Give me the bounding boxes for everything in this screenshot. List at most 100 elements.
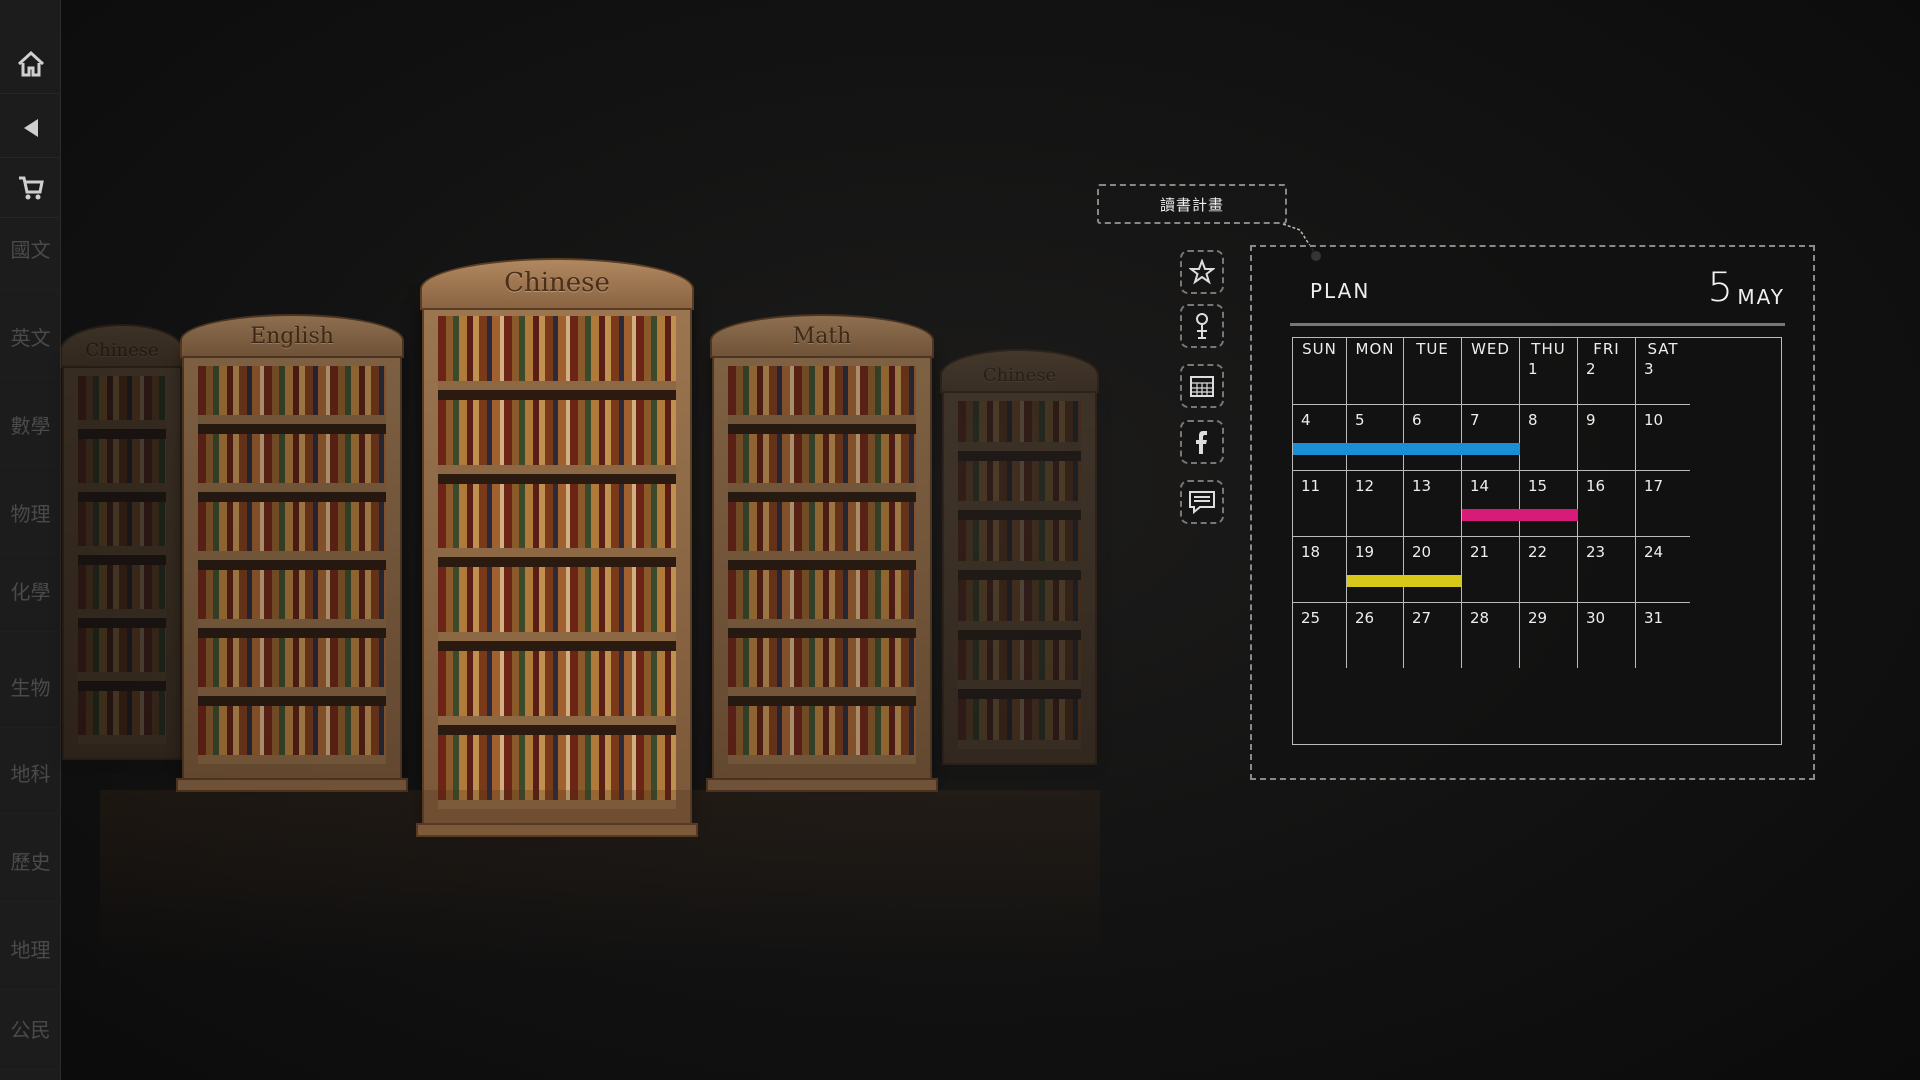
calendar-day-cell[interactable]: 21 [1462,537,1520,603]
facebook-button[interactable] [1180,420,1224,464]
study-plan-tooltip: 讀書計畫 [1097,184,1287,224]
calendar-day-cell[interactable]: 20 [1404,537,1462,603]
subject-history[interactable]: 歷史 [0,822,61,902]
bookshelf-math[interactable]: Math [706,314,938,792]
back-arrow-icon [23,118,38,137]
chat-button[interactable] [1180,480,1224,524]
date-number: 28 [1470,609,1490,627]
shelf-books [78,376,166,744]
shelf-crown [180,314,404,358]
calendar-day-cell[interactable]: 28 [1462,603,1520,668]
calendar-day-cell[interactable]: 19 [1347,537,1404,603]
subject-math[interactable]: 數學 [0,386,61,466]
header-divider [1290,323,1785,326]
calendar-day-cell[interactable]: 26 [1347,603,1404,668]
date-number: 26 [1355,609,1375,627]
calendar-day-cell[interactable]: SUN [1293,338,1347,405]
study-plan-panel: PLAN 5 MAY SUN MON TUE WED THU 1 FRI 2 SAT 3 4 5 6 7 8… [1250,245,1815,780]
subject-english[interactable]: 英文 [0,298,61,378]
date-number: 10 [1644,411,1664,429]
subject-geography[interactable]: 地理 [0,910,61,990]
calendar-day-cell[interactable]: 29 [1520,603,1578,668]
profile-button[interactable] [1180,304,1224,348]
calendar-button[interactable] [1180,364,1224,408]
bookshelf-far-right[interactable]: Chinese [940,349,1099,765]
date-number: 25 [1301,609,1321,627]
home-button[interactable] [0,34,61,94]
subject-chemistry[interactable]: 化學 [0,552,61,632]
weekday-label: SAT [1647,340,1679,358]
calendar-day-cell[interactable]: THU 1 [1520,338,1578,405]
subject-biology[interactable]: 生物 [0,648,61,728]
calendar-day-cell[interactable]: 6 [1404,405,1462,471]
calendar-day-cell[interactable]: 5 [1347,405,1404,471]
calendar-day-cell[interactable]: 31 [1636,603,1690,668]
sidebar: 國文 英文 數學 物理 化學 生物 地科 歷史 地理 公民 [0,0,61,1080]
calendar-day-cell[interactable]: 17 [1636,471,1690,537]
calendar-day-cell[interactable]: 22 [1520,537,1578,603]
calendar-day-cell[interactable]: 16 [1578,471,1636,537]
calendar-day-cell[interactable]: MON [1347,338,1404,405]
calendar-day-cell[interactable]: 15 [1520,471,1578,537]
subject-label: 國文 [10,237,51,262]
calendar-day-cell[interactable]: 24 [1636,537,1690,603]
calendar-grid: SUN MON TUE WED THU 1 FRI 2 SAT 3 4 5 6 7 8 9 10 11 12 13 14… [1292,337,1782,745]
calendar-day-cell[interactable]: 4 [1293,405,1347,471]
calendar-day-cell[interactable]: WED [1462,338,1520,405]
calendar-day-cell[interactable]: 23 [1578,537,1636,603]
date-number: 2 [1586,360,1596,378]
shelf-crown [940,349,1099,393]
subject-label: 數學 [10,413,51,438]
plan-event-bar[interactable] [1293,443,1520,455]
date-number: 12 [1355,477,1375,495]
shelf-base [416,823,698,837]
month-name: MAY [1737,285,1785,309]
star-icon [1189,259,1215,285]
calendar-day-cell[interactable]: 8 [1520,405,1578,471]
calendar-day-cell[interactable]: 9 [1578,405,1636,471]
date-number: 3 [1644,360,1654,378]
subject-earth-science[interactable]: 地科 [0,734,61,814]
date-number: 31 [1644,609,1664,627]
calendar-day-cell[interactable]: 10 [1636,405,1690,471]
calendar-day-cell[interactable]: 18 [1293,537,1347,603]
bookshelf-chinese-selected[interactable]: Chinese [416,258,698,837]
date-number: 18 [1301,543,1321,561]
calendar-day-cell[interactable]: 7 [1462,405,1520,471]
calendar-day-cell[interactable]: 14 [1462,471,1520,537]
calendar-day-cell[interactable]: 12 [1347,471,1404,537]
subject-label: 英文 [10,325,51,350]
calendar-day-cell[interactable]: FRI 2 [1578,338,1636,405]
subject-label: 歷史 [10,849,51,874]
bookshelf-far-left[interactable]: Chinese [60,324,184,760]
calendar-day-cell[interactable]: TUE [1404,338,1462,405]
calendar-day-cell[interactable]: 13 [1404,471,1462,537]
calendar-day-cell[interactable]: 11 [1293,471,1347,537]
shelf-books [728,366,916,764]
plan-event-bar[interactable] [1462,509,1578,521]
calendar-day-cell[interactable]: 25 [1293,603,1347,668]
cart-button[interactable] [0,158,61,218]
month-number: 5 [1707,265,1733,311]
date-number: 19 [1355,543,1375,561]
date-number: 7 [1470,411,1480,429]
shelf-crown [710,314,934,358]
calendar-day-cell[interactable]: 30 [1578,603,1636,668]
subject-physics[interactable]: 物理 [0,474,61,554]
bookshelf-english[interactable]: English [176,314,408,792]
subject-civics[interactable]: 公民 [0,990,61,1070]
calendar-day-cell[interactable]: 27 [1404,603,1462,668]
back-button[interactable] [0,98,61,158]
shelf-label: Chinese [982,365,1057,386]
subject-label: 公民 [10,1017,51,1042]
shelf-label: Chinese [504,268,610,298]
date-number: 30 [1586,609,1606,627]
favorite-button[interactable] [1180,250,1224,294]
subject-label: 地理 [10,937,51,962]
subject-chinese[interactable]: 國文 [0,210,61,290]
plan-event-bar[interactable] [1347,575,1462,587]
date-number: 20 [1412,543,1432,561]
tooltip-text: 讀書計畫 [1159,195,1224,214]
calendar-day-cell[interactable]: SAT 3 [1636,338,1690,405]
date-number: 11 [1301,477,1321,495]
